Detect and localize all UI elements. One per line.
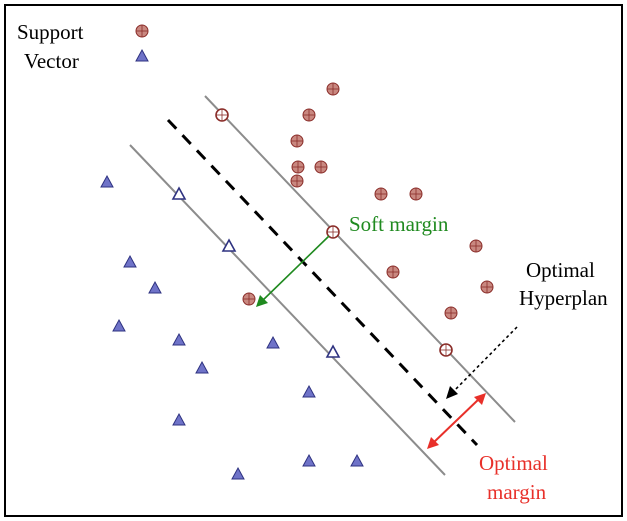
soft-margin-label: Soft margin [349, 212, 449, 236]
triangle-point [123, 254, 137, 268]
triangle-point [266, 335, 280, 349]
circle-point-crosses [216, 83, 493, 356]
triangle-point [302, 453, 316, 467]
optimal-hyperplan-label-line2: Hyperplan [519, 286, 608, 310]
triangle-point [231, 466, 245, 480]
triangle-support-vector [325, 344, 341, 358]
optimal-hyperplane [166, 118, 479, 447]
triangle-support-vector [171, 186, 187, 200]
legend-label-vector: Vector [24, 49, 79, 73]
legend-circle-marker [135, 24, 149, 38]
triangle-point [195, 360, 209, 374]
optimal-hyperplan-label-line1: Optimal [526, 258, 595, 282]
triangle-point [148, 280, 162, 294]
triangle-support-vector [221, 238, 237, 252]
triangle-point [302, 384, 316, 398]
soft-margin-arrow [256, 235, 330, 307]
triangle-point [172, 412, 186, 426]
triangle-point [112, 318, 126, 332]
legend-triangle-marker [135, 48, 149, 62]
optimal-margin-label-line2: margin [487, 480, 547, 504]
hyperplan-pointer-arrow [446, 326, 518, 399]
optimal-margin-label-line1: Optimal [479, 451, 548, 475]
triangle-class-points [100, 174, 364, 480]
triangle-point [172, 332, 186, 346]
triangle-point [350, 453, 364, 467]
figure-frame [4, 4, 623, 517]
upper-support-line [204, 95, 516, 423]
optimal-margin-arrow [427, 393, 486, 449]
legend-label-support: Support [17, 20, 84, 44]
legend: Support Vector [17, 20, 149, 73]
triangle-point [100, 174, 114, 188]
lower-support-line [129, 144, 446, 476]
